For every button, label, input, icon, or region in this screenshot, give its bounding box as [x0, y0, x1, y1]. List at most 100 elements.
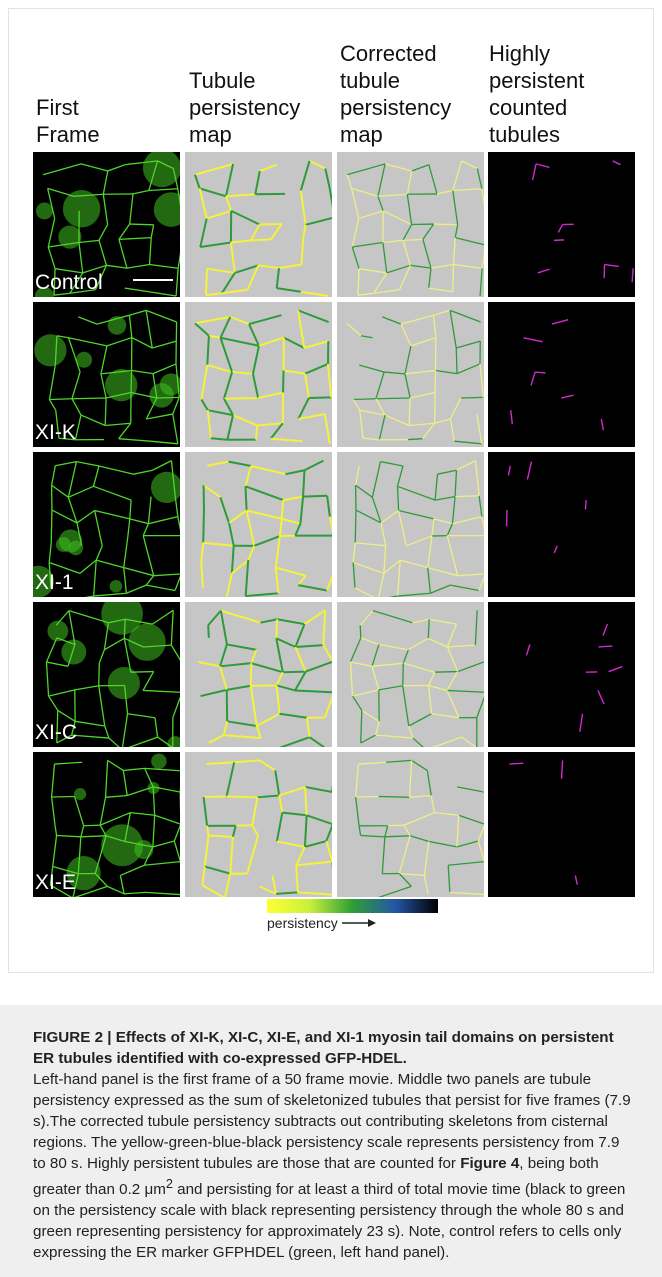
tubule	[602, 623, 609, 636]
tubule	[481, 188, 484, 207]
tubule	[434, 474, 439, 501]
tubule	[210, 437, 228, 441]
tubule	[170, 460, 176, 496]
tubule	[383, 545, 387, 574]
tubule	[48, 695, 59, 711]
tubule	[461, 736, 477, 747]
tubule	[124, 840, 154, 848]
tubule	[409, 391, 436, 399]
tubule	[54, 825, 58, 836]
tubule	[523, 337, 543, 343]
tubule	[147, 496, 152, 524]
fluor-blob	[62, 190, 101, 228]
tubule	[48, 241, 80, 248]
tubule	[132, 189, 149, 195]
tubule	[152, 363, 177, 375]
tubule	[404, 345, 412, 375]
tubule	[47, 246, 56, 269]
tubule	[144, 767, 180, 772]
tubule	[352, 562, 356, 589]
tubule	[142, 671, 155, 691]
tubule	[350, 188, 360, 219]
tubule	[382, 210, 412, 226]
tubule	[275, 671, 284, 686]
tubule	[74, 685, 99, 691]
tubule	[449, 310, 457, 349]
fluor-blob	[61, 639, 87, 665]
tubule	[274, 535, 281, 568]
image-panel	[185, 752, 332, 897]
tubule	[219, 337, 234, 373]
tubule	[96, 559, 124, 569]
tubule	[199, 218, 208, 248]
micrograph	[488, 752, 635, 897]
tubule	[130, 811, 155, 816]
tubule	[146, 584, 176, 592]
tubule	[297, 397, 310, 420]
tubule	[351, 187, 379, 197]
tubule	[71, 371, 81, 399]
tubule	[411, 164, 430, 172]
tubule	[52, 865, 79, 875]
tubule	[121, 713, 129, 747]
tubule	[249, 663, 253, 686]
tubule	[224, 873, 232, 897]
tubule	[257, 391, 284, 399]
tubule	[299, 496, 305, 524]
tubule	[557, 224, 564, 233]
tubule	[452, 237, 456, 265]
tubule	[357, 268, 360, 296]
tubule	[478, 495, 483, 517]
tubule	[349, 637, 362, 663]
tubule	[303, 815, 308, 847]
tubule	[359, 410, 364, 439]
tubule	[402, 663, 404, 686]
micrograph	[337, 602, 484, 747]
tubule	[118, 223, 131, 240]
tubule	[297, 309, 329, 323]
tubule	[104, 637, 125, 651]
tubule	[380, 460, 404, 467]
column-header: Corrected tubule persistency map	[340, 41, 452, 147]
tubule	[143, 846, 154, 866]
tubule	[303, 609, 326, 625]
tubule	[300, 237, 305, 265]
tubule	[384, 414, 410, 427]
tubule	[154, 717, 159, 738]
tubule	[74, 885, 108, 897]
tubule	[225, 573, 233, 597]
tubule	[378, 685, 403, 691]
tubule	[449, 891, 484, 896]
tubule	[275, 619, 279, 639]
tubule	[142, 535, 155, 576]
tubule	[270, 437, 303, 443]
tubule	[104, 725, 110, 739]
micrograph	[488, 452, 635, 597]
tubule	[93, 510, 103, 546]
tubule	[461, 160, 478, 170]
tubule	[206, 410, 212, 439]
tubule	[175, 268, 179, 297]
tubule	[306, 717, 311, 738]
tubule	[553, 545, 558, 554]
tubule	[48, 689, 75, 697]
column-header: Tubule persistency map	[189, 68, 301, 147]
tubule	[100, 373, 107, 399]
tubule	[48, 562, 52, 589]
tubule	[219, 497, 230, 524]
tubule	[408, 438, 423, 441]
tubule	[119, 875, 125, 894]
tubule	[358, 268, 387, 274]
tubule	[509, 762, 524, 765]
tubule	[427, 685, 433, 714]
tubule	[452, 264, 455, 292]
tubule	[560, 394, 574, 399]
tubule	[349, 662, 354, 697]
tubule	[55, 410, 60, 439]
tubule	[232, 414, 258, 427]
tubule	[156, 396, 180, 399]
tubule	[45, 662, 50, 697]
tubule	[219, 666, 228, 691]
tubule	[68, 485, 94, 498]
tubule	[93, 560, 97, 597]
